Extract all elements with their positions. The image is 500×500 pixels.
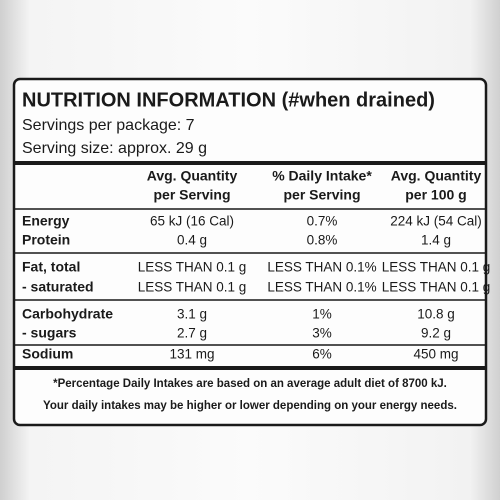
row-label: - saturated	[22, 279, 94, 295]
cell-value: 2.7 g	[177, 326, 207, 341]
cell-value: 10.8 g	[417, 307, 455, 322]
row-label: Fat, total	[22, 259, 80, 275]
row-label: Carbohydrate	[22, 306, 113, 322]
cell-value: LESS THAN 0.1 g	[138, 260, 247, 275]
cell-value: 9.2 g	[421, 326, 451, 341]
cell-value: 1%	[312, 307, 332, 322]
cell-value: LESS THAN 0.1%	[267, 280, 376, 295]
row-label: Protein	[22, 232, 70, 248]
cell-value: 65 kJ (16 Cal)	[150, 214, 234, 229]
column-header: per 100 g	[405, 187, 466, 203]
row-label: Sodium	[22, 346, 73, 362]
panel-border	[12, 77, 488, 427]
cell-value: LESS THAN 0.1%	[267, 260, 376, 275]
cell-value: 0.4 g	[177, 233, 207, 248]
row-label: Energy	[22, 213, 70, 229]
servings-per-package: Servings per package: 7	[22, 117, 195, 134]
row-label: - sugars	[22, 325, 77, 341]
cell-value: LESS THAN 0.1 g	[382, 260, 491, 275]
cell-value: 0.7%	[307, 214, 338, 229]
cell-value: 6%	[312, 347, 332, 362]
cell-value: 1.4 g	[421, 233, 451, 248]
cell-value: LESS THAN 0.1 g	[138, 280, 247, 295]
column-header: per Serving	[283, 187, 360, 203]
column-header: Avg. Quantity	[391, 168, 482, 184]
footnote: Your daily intakes may be higher or lowe…	[43, 400, 457, 412]
column-header: Avg. Quantity	[147, 168, 238, 184]
serving-size: Serving size: approx. 29 g	[22, 140, 207, 157]
footnote: *Percentage Daily Intakes are based on a…	[53, 378, 447, 390]
title: NUTRITION INFORMATION (#when drained)	[22, 89, 435, 111]
column-header: % Daily Intake*	[272, 168, 372, 184]
column-header: per Serving	[153, 187, 230, 203]
cell-value: 3.1 g	[177, 307, 207, 322]
cell-value: 3%	[312, 326, 332, 341]
cell-value: 450 mg	[413, 347, 458, 362]
cell-value: 224 kJ (54 Cal)	[390, 214, 482, 229]
cell-value: LESS THAN 0.1 g	[382, 280, 491, 295]
cell-value: 131 mg	[169, 347, 214, 362]
cell-value: 0.8%	[307, 233, 338, 248]
